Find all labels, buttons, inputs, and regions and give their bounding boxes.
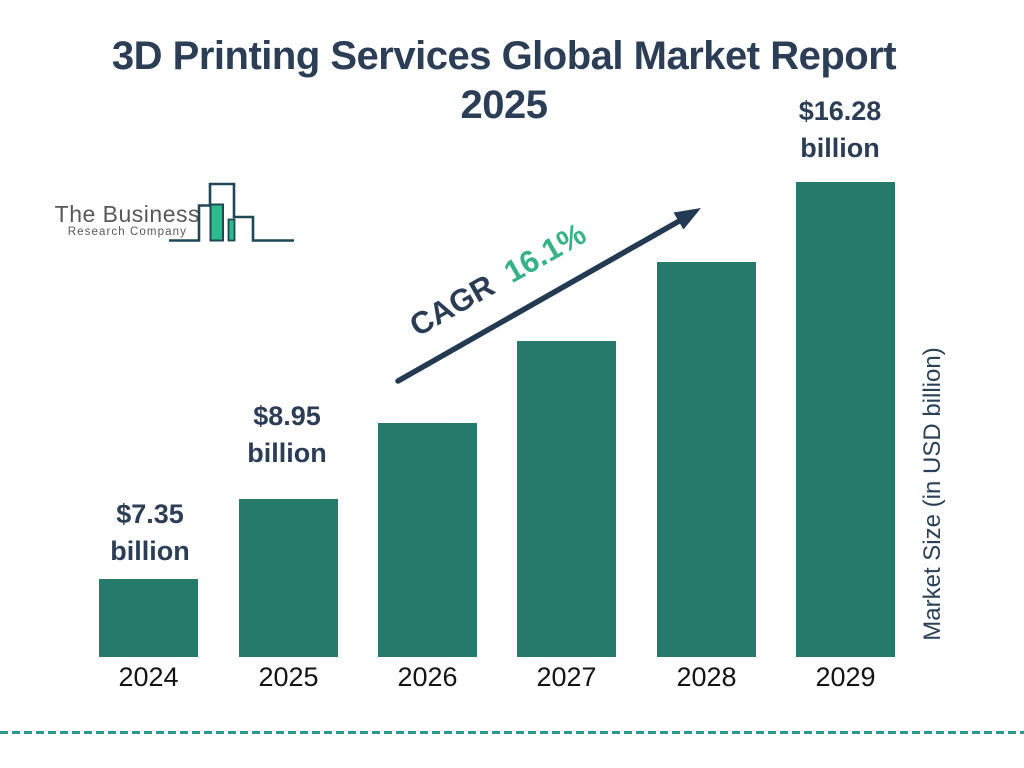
- bar-2029: [796, 182, 895, 657]
- value-label-unit: billion: [800, 133, 880, 163]
- x-axis-label-2024: 2024: [118, 662, 179, 692]
- cagr-text: CAGR: [403, 267, 501, 344]
- chart-title-line1: 3D Printing Services Global Market Repor…: [111, 34, 897, 78]
- bar-2027: [517, 341, 616, 657]
- cagr-annotation: CAGR 16.1%: [398, 213, 599, 348]
- x-axis-label-2025: 2025: [258, 662, 319, 692]
- x-axis-label-2029: 2029: [815, 662, 876, 692]
- value-label-unit: billion: [110, 536, 190, 566]
- company-logo: The Business Research Company: [55, 172, 300, 247]
- cagr-percentage: 16.1%: [498, 215, 592, 290]
- value-label-unit: billion: [247, 438, 327, 468]
- x-axis-label-2027: 2027: [536, 662, 597, 692]
- value-label-2029: $16.28 billion: [765, 93, 915, 167]
- logo-text: The Business Research Company: [55, 202, 200, 239]
- chart-title-line2: 2025: [460, 83, 548, 127]
- x-axis-label-2026: 2026: [397, 662, 458, 692]
- value-label-2025: $8.95 billion: [212, 398, 362, 472]
- x-axis-label-2028: 2028: [676, 662, 737, 692]
- logo-company-subname: Research Company: [67, 226, 187, 238]
- value-label-amount: $7.35: [116, 499, 184, 529]
- bar-2028: [657, 262, 756, 657]
- value-label-amount: $16.28: [798, 96, 882, 126]
- bar-2024: [99, 579, 198, 657]
- value-label-amount: $8.95: [253, 401, 321, 431]
- chart-title: 3D Printing Services Global Market Repor…: [0, 32, 1008, 130]
- logo-company-name: The Business: [54, 201, 200, 227]
- bar-2025: [239, 499, 338, 657]
- value-label-2024: $7.35 billion: [75, 496, 225, 570]
- footer-dashed-divider: [0, 731, 1024, 734]
- logo-bars-icon: [163, 172, 295, 247]
- bar-2026: [378, 423, 477, 657]
- y-axis-title: Market Size (in USD billion): [919, 347, 946, 641]
